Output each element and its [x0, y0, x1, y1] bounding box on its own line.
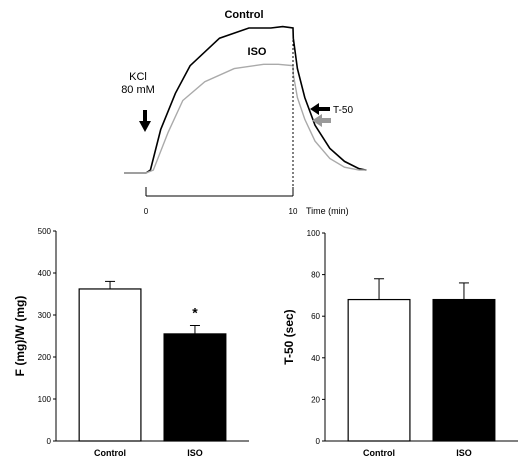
force-trace-panel: 0 10 Time (min) Control ISO KCl 80 mM T-5… — [121, 9, 367, 216]
stimulus-arrow-icon — [139, 110, 151, 132]
t50-label: T-50 — [333, 105, 353, 116]
t50-iso-arrow-icon — [312, 114, 331, 127]
x-tick-label-control: Control — [94, 448, 126, 458]
trace-time-tick-label-0: 0 — [144, 207, 149, 216]
force-bar-chart: 0 100 200 300 400 500 F (mg)/W (mg) Control ISO * — [13, 227, 249, 458]
y-axis-label: T-50 (sec) — [282, 309, 296, 364]
trace-time-tick-label-10: 10 — [289, 207, 298, 216]
x-tick-label-iso: ISO — [187, 448, 203, 458]
y-tick-label: 200 — [38, 353, 52, 362]
y-axis-label: F (mg)/W (mg) — [13, 296, 27, 377]
t50-control-arrow-icon — [310, 103, 330, 115]
y-tick-label: 100 — [38, 395, 52, 404]
y-tick-label: 100 — [307, 229, 321, 238]
trace-time-axis-label: Time (min) — [306, 206, 349, 216]
trace-label-iso: ISO — [248, 46, 267, 58]
t50-bar-chart: 0 20 40 60 80 100 T-50 (sec) Control ISO — [282, 229, 518, 458]
y-tick-label: 400 — [38, 269, 52, 278]
y-tick-label: 300 — [38, 311, 52, 320]
trace-label-control: Control — [224, 9, 263, 21]
stimulus-label: KCl 80 mM — [121, 71, 155, 96]
y-tick-label: 0 — [316, 437, 321, 446]
bar-control — [347, 298, 411, 442]
significance-marker: * — [192, 305, 198, 321]
trace-line-control — [124, 25, 367, 174]
bar-iso — [432, 298, 496, 442]
trace-line-iso — [124, 63, 367, 174]
y-tick-label: 60 — [311, 312, 320, 321]
x-tick-label-iso: ISO — [456, 448, 472, 458]
y-tick-label: 0 — [47, 437, 52, 446]
y-tick-label: 500 — [38, 227, 52, 236]
y-tick-label: 80 — [311, 271, 320, 280]
y-tick-label: 40 — [311, 354, 320, 363]
y-tick-label: 20 — [311, 395, 320, 404]
bar-control — [78, 288, 142, 442]
x-tick-label-control: Control — [363, 448, 395, 458]
bar-iso — [163, 333, 227, 442]
